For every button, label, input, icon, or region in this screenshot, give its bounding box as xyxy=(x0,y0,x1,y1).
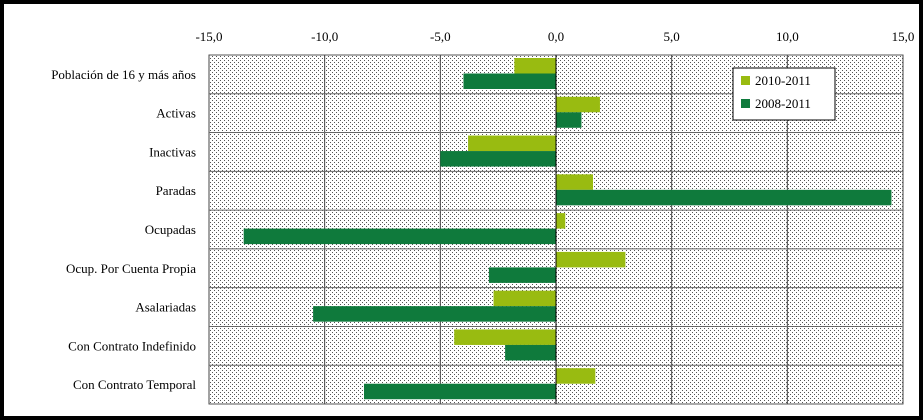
bar-2010-2011-8 xyxy=(556,368,596,384)
legend-swatch-2008-2011 xyxy=(741,99,750,108)
x-axis-ticks: -15,0 -10,0 -5,0 0,0 5,0 10,0 15,0 xyxy=(195,29,914,44)
category-label: Ocupadas xyxy=(145,222,196,237)
category-label: Inactivas xyxy=(149,144,196,159)
category-label: Ocup. Por Cuenta Propia xyxy=(66,261,196,276)
bar-2010-2011-1 xyxy=(556,96,600,113)
x-tick-label: -10,0 xyxy=(311,29,338,44)
bar-2010-2011-0 xyxy=(514,58,556,74)
bar-2008-2011-3 xyxy=(556,189,892,206)
bar-2008-2011-4 xyxy=(243,228,556,245)
category-label: Paradas xyxy=(156,183,196,198)
bar-2010-2011-3 xyxy=(556,174,594,190)
x-tick-label: 5,0 xyxy=(664,29,680,44)
x-tick-label: -5,0 xyxy=(430,29,451,44)
bar-2008-2011-8 xyxy=(363,383,556,400)
legend-box xyxy=(732,67,836,121)
bar-2010-2011-5 xyxy=(556,251,626,268)
bar-2010-2011-4 xyxy=(556,213,566,229)
legend-label-2010-2011: 2010-2011 xyxy=(755,73,811,88)
legend: 2010-2011 2008-2011 xyxy=(732,67,836,121)
bar-2008-2011-6 xyxy=(313,306,556,322)
legend-label-2008-2011: 2008-2011 xyxy=(755,96,811,111)
bar-2008-2011-5 xyxy=(488,267,556,283)
bar-2010-2011-2 xyxy=(468,135,556,152)
x-tick-label: 15,0 xyxy=(892,29,915,44)
category-label: Población de 16 y más años xyxy=(51,67,196,82)
x-tick-label: 10,0 xyxy=(776,29,799,44)
bar-2010-2011-7 xyxy=(454,329,556,345)
bar-2008-2011-0 xyxy=(463,73,556,89)
category-label: Con Contrato Temporal xyxy=(73,377,196,392)
bar-2010-2011-6 xyxy=(493,290,556,307)
legend-swatch-2010-2011 xyxy=(741,76,750,85)
x-tick-label: -15,0 xyxy=(195,29,222,44)
bar-2008-2011-1 xyxy=(556,112,582,128)
category-label: Asalariadas xyxy=(135,300,196,315)
bar-2008-2011-2 xyxy=(440,151,556,167)
bar-2008-2011-7 xyxy=(505,344,556,361)
category-labels: Población de 16 y más años Activas Inactiv… xyxy=(51,67,196,392)
bars xyxy=(243,58,892,400)
category-label: Activas xyxy=(156,106,196,121)
x-tick-label: 0,0 xyxy=(548,29,564,44)
category-label: Con Contrato Indefinido xyxy=(68,338,196,353)
